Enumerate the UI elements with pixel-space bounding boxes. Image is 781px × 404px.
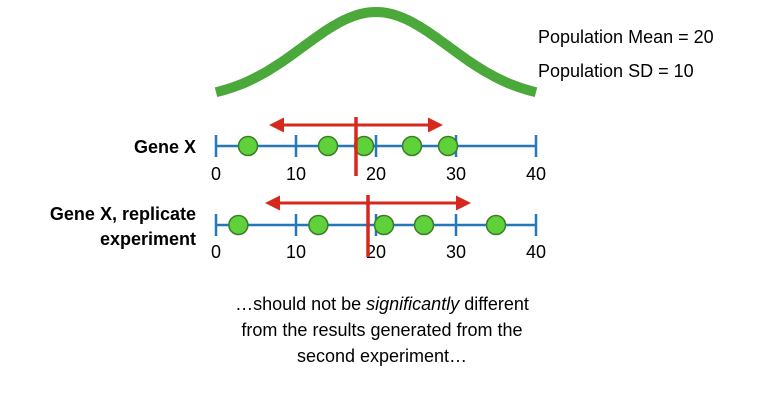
tick-labels: 0 10 20 30 40 <box>211 242 546 262</box>
caption-line-1-emphasis: significantly <box>366 294 460 314</box>
number-line <box>214 135 538 157</box>
data-point <box>437 135 459 157</box>
tick-label: 30 <box>446 242 466 262</box>
tick-label: 0 <box>211 164 221 184</box>
population-mean-label: Population Mean = 20 <box>538 27 714 47</box>
caption-line-1-start: …should not be <box>235 294 366 314</box>
tick-label: 20 <box>366 164 386 184</box>
tick-label: 10 <box>286 242 306 262</box>
tick-label: 40 <box>526 242 546 262</box>
data-point <box>317 135 339 157</box>
tick-label: 10 <box>286 164 306 184</box>
tick-label: 0 <box>211 242 221 262</box>
caption-line-1: …should not be significantly different <box>235 294 529 314</box>
data-point <box>228 214 249 236</box>
data-point <box>308 214 329 236</box>
caption-line-3: second experiment… <box>297 346 467 366</box>
gene-x-row: Gene X 0 10 20 30 40 <box>134 117 546 184</box>
tick-label: 40 <box>526 164 546 184</box>
gene-x-replicate-row: Gene X, replicate experiment 0 10 20 30 40 <box>50 195 546 262</box>
data-point <box>237 135 259 157</box>
data-points <box>237 135 459 157</box>
tick-labels: 0 10 20 30 40 <box>211 164 546 184</box>
normal-distribution-curve <box>214 6 538 98</box>
row-label: Gene X <box>134 137 196 157</box>
data-point <box>401 135 423 157</box>
data-point <box>373 214 395 236</box>
population-sd-label: Population SD = 10 <box>538 61 694 81</box>
tick-label: 30 <box>446 164 466 184</box>
data-point <box>485 214 507 236</box>
data-points <box>228 214 507 236</box>
tick-label: 20 <box>366 242 386 262</box>
caption: …should not be significantly different f… <box>235 294 529 366</box>
row-label-line-1: Gene X, replicate <box>50 204 196 224</box>
caption-line-2: from the results generated from the <box>241 320 522 340</box>
caption-line-1-end: different <box>459 294 529 314</box>
row-label-line-2: experiment <box>100 229 196 249</box>
data-point <box>413 214 435 236</box>
